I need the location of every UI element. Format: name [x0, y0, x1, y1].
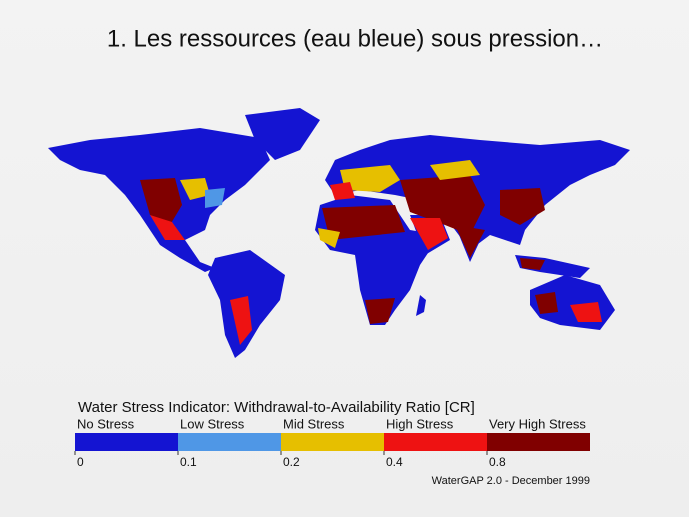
- stress-area: [410, 218, 448, 250]
- legend-swatch: [178, 433, 281, 451]
- world-map: [48, 108, 630, 358]
- stress-area: [535, 292, 558, 314]
- legend-threshold: 0.2: [283, 455, 300, 469]
- stress-area: [520, 258, 545, 270]
- stress-area: [140, 178, 182, 225]
- legend-label: No Stress: [77, 416, 135, 431]
- madagascar: [416, 295, 426, 316]
- legend-swatch: [281, 433, 384, 451]
- legend-label: High Stress: [386, 416, 454, 431]
- stress-area: [330, 182, 355, 200]
- stress-area: [365, 298, 395, 324]
- stress-area: [570, 302, 602, 322]
- legend-threshold: 0.1: [180, 455, 197, 469]
- stress-area: [318, 228, 340, 248]
- slide-title: 1. Les ressources (eau bleue) sous press…: [107, 25, 603, 52]
- stress-area: [455, 225, 485, 258]
- legend-swatch: [487, 433, 590, 451]
- legend-swatch: [75, 433, 178, 451]
- legend: No Stress Low Stress Mid Stress High Stress…: [74, 416, 590, 469]
- legend-label: Mid Stress: [283, 416, 345, 431]
- stress-area: [340, 165, 400, 192]
- stress-area: [500, 188, 545, 225]
- legend-label: Low Stress: [180, 416, 245, 431]
- legend-title: Water Stress Indicator: Withdrawal-to-Av…: [78, 399, 475, 416]
- stress-area: [205, 188, 225, 208]
- stress-area: [400, 175, 485, 235]
- stress-areas: [140, 160, 602, 345]
- stress-area: [430, 160, 480, 180]
- stress-area: [180, 178, 210, 200]
- legend-label: Very High Stress: [489, 416, 586, 431]
- stress-area: [150, 215, 185, 240]
- legend-threshold: 0.8: [489, 455, 506, 469]
- legend-threshold: 0.4: [386, 455, 403, 469]
- credit: WaterGAP 2.0 - December 1999: [432, 475, 590, 487]
- legend-threshold: 0: [77, 455, 84, 469]
- greenland: [245, 108, 320, 160]
- stress-area: [230, 296, 252, 345]
- legend-swatch: [384, 433, 487, 451]
- stress-area: [322, 205, 405, 240]
